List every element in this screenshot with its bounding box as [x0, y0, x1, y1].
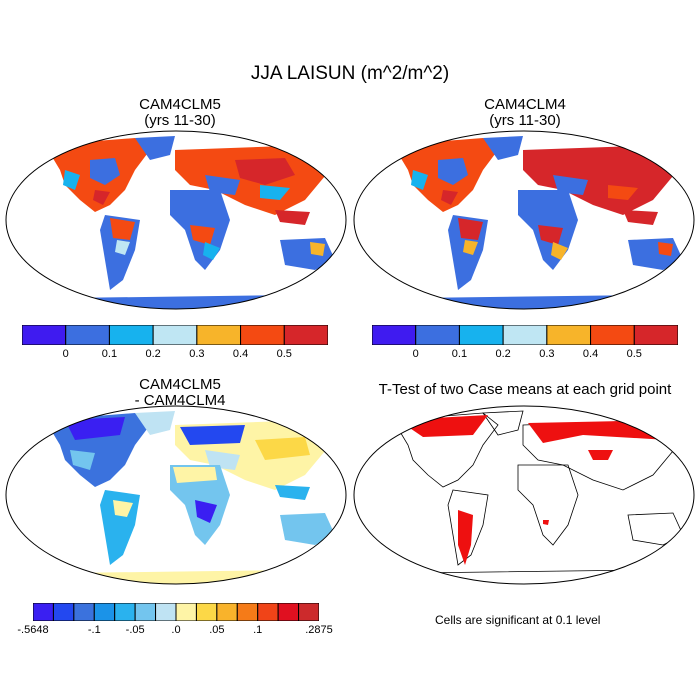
- panel-title-line2: (yrs 11-30): [489, 112, 561, 129]
- panel-title-ttest: T-Test of two Case means at each grid po…: [355, 382, 695, 398]
- map-clm5: [5, 130, 347, 310]
- panel-title-line1: CAM4CLM5: [139, 96, 221, 113]
- colorbar-label: 0.2: [145, 348, 161, 360]
- colorbar-label: .2875: [305, 624, 333, 636]
- colorbar-label: 0.2: [495, 348, 511, 360]
- colorbar-swatch: [283, 325, 328, 345]
- panel-title-clm5: CAM4CLM5 (yrs 11-30): [60, 97, 300, 129]
- colorbar-swatch: [633, 325, 678, 345]
- colorbar-label: .0: [171, 624, 181, 636]
- colorbar-swatch: [590, 325, 635, 345]
- colorbar-swatch: [175, 603, 197, 621]
- colorbar-swatch: [73, 603, 95, 621]
- colorbar-swatch: [93, 603, 116, 621]
- colorbar-swatch: [22, 325, 67, 345]
- map-clm4: [353, 130, 695, 310]
- colorbar-swatch: [216, 603, 238, 621]
- panel-title-line2: - CAM4CLM4: [134, 392, 226, 409]
- colorbar-label: 0: [62, 348, 69, 360]
- colorbar-swatch: [277, 603, 300, 621]
- panel-title-line1: CAM4CLM4: [484, 96, 566, 113]
- colorbar-label: 0.5: [626, 348, 642, 360]
- panel-title-line1: T-Test of two Case means at each grid po…: [378, 381, 672, 398]
- colorbar-diff: [33, 603, 319, 621]
- colorbar-swatch: [114, 603, 136, 621]
- colorbar-swatch: [33, 603, 54, 621]
- colorbar-swatch: [108, 325, 154, 345]
- map-diff: [5, 405, 347, 585]
- colorbar-swatch: [458, 325, 504, 345]
- colorbar-label: 0.1: [451, 348, 468, 360]
- colorbar-swatch: [298, 603, 319, 621]
- map-ttest: [353, 405, 695, 585]
- colorbar-swatch: [52, 603, 75, 621]
- colorbar-swatch: [152, 325, 198, 345]
- colorbar-swatch: [546, 325, 592, 345]
- colorbar-label: -.05: [125, 624, 145, 636]
- colorbar-swatch: [372, 325, 417, 345]
- colorbar-label: 0.4: [582, 348, 599, 360]
- colorbar-label: -.5648: [17, 624, 49, 636]
- colorbar-swatch: [195, 603, 218, 621]
- colorbar-swatch: [65, 325, 110, 345]
- colorbar-swatch: [236, 603, 259, 621]
- colorbar-swatch: [196, 325, 242, 345]
- colorbar-swatch: [155, 603, 177, 621]
- colorbar-label: 0.3: [539, 348, 555, 360]
- panel-title-line1: CAM4CLM5: [139, 376, 221, 393]
- panel-title-line2: (yrs 11-30): [144, 112, 216, 129]
- colorbar-label: .1: [253, 624, 263, 636]
- colorbar-label: 0.1: [101, 348, 118, 360]
- colorbar-swatch: [257, 603, 279, 621]
- colorbar-label: 0.3: [189, 348, 205, 360]
- colorbar-swatch: [240, 325, 285, 345]
- panel-title-diff: CAM4CLM5 - CAM4CLM4: [60, 377, 300, 409]
- colorbar-label: 0: [412, 348, 419, 360]
- figure-title: JJA LAISUN (m^2/m^2): [250, 63, 450, 84]
- colorbar-clm5: [22, 325, 328, 345]
- colorbar-swatch: [415, 325, 460, 345]
- colorbar-swatch: [502, 325, 548, 345]
- panel-title-clm4: CAM4CLM4 (yrs 11-30): [405, 97, 645, 129]
- colorbar-label: .05: [209, 624, 225, 636]
- colorbar-label: 0.4: [232, 348, 249, 360]
- colorbar-label: -.1: [87, 624, 101, 636]
- colorbar-swatch: [134, 603, 157, 621]
- colorbar-clm4: [372, 325, 678, 345]
- significance-note: Cells are significant at 0.1 level: [435, 613, 601, 627]
- colorbar-label: 0.5: [276, 348, 292, 360]
